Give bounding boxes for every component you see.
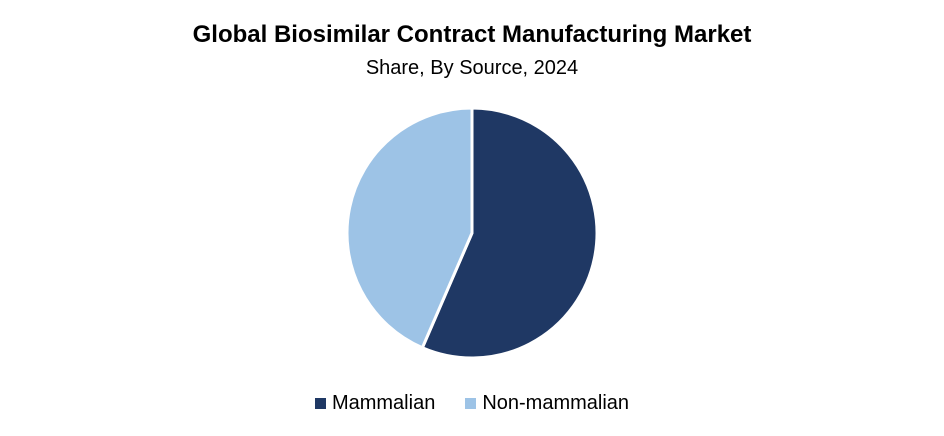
pie-slice-non-mammalian (345, 106, 474, 350)
chart-title: Global Biosimilar Contract Manufacturing… (192, 21, 752, 48)
legend-item-non-mammalian: Non-mammalian (465, 389, 629, 417)
legend-label-non-mammalian: Non-mammalian (482, 392, 630, 414)
legend-label-mammalian: Mammalian (331, 392, 436, 414)
pie-slice-mammalian (420, 106, 599, 360)
legend-item-mammalian: Mammalian (314, 389, 436, 417)
chart-subtitle: Share, By Source, 2024 (365, 57, 579, 79)
legend-swatch-mammalian (314, 397, 326, 409)
legend-swatch-non-mammalian (465, 397, 477, 409)
chart-legend: Mammalian Non-mammalian (0, 389, 944, 417)
